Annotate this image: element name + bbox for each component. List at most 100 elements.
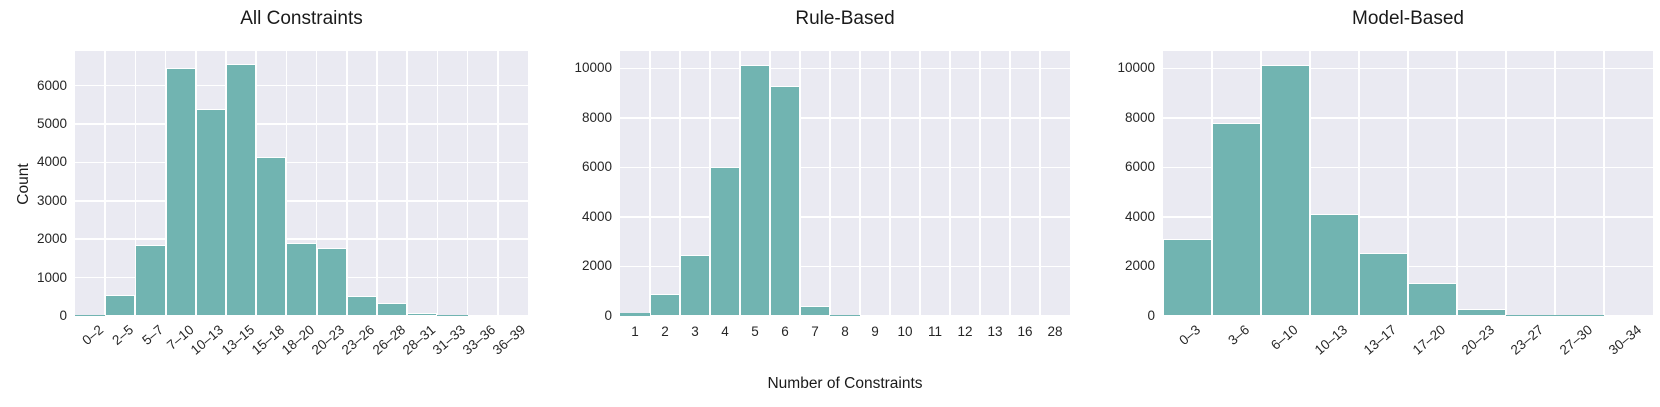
gridline-vertical	[406, 51, 408, 316]
gridline-vertical	[1211, 51, 1213, 316]
plot-area-model-based	[1163, 51, 1653, 316]
histogram-bar	[680, 255, 710, 316]
gridline-horizontal	[75, 84, 528, 87]
x-tick-label: 6–10	[1268, 322, 1302, 353]
histogram-bar	[105, 295, 136, 316]
gridline-vertical	[1456, 51, 1458, 316]
x-tick-label: 18–20	[278, 322, 318, 358]
y-tick-label: 0	[59, 308, 67, 323]
gridline-horizontal	[620, 265, 1070, 268]
x-tick-label: 2–5	[109, 322, 136, 348]
gridline-vertical	[1603, 51, 1605, 316]
x-tick-label: 10	[897, 324, 913, 339]
y-tick-label: 5000	[36, 115, 67, 131]
gridline-vertical	[376, 51, 378, 316]
gridline-horizontal	[75, 123, 528, 125]
y-tick-label: 4000	[1124, 208, 1155, 224]
gridline-horizontal	[75, 238, 528, 240]
gridline-vertical	[679, 51, 681, 316]
gridline-horizontal	[620, 216, 1070, 218]
y-tick-label: 4000	[36, 154, 67, 170]
y-tick-label: 1000	[36, 269, 67, 285]
histogram-bar	[1212, 122, 1261, 316]
gridline-vertical	[919, 51, 921, 316]
histogram-bar	[740, 64, 770, 316]
chart-title-rule-based: Rule-Based	[795, 8, 895, 29]
gridline-vertical	[134, 51, 137, 316]
histogram-bar	[256, 157, 287, 316]
x-tick-label: 20–23	[308, 322, 348, 358]
x-tick-label: 28–31	[399, 322, 438, 358]
y-tick-label: 10000	[574, 60, 612, 76]
histogram-bar	[800, 306, 830, 316]
x-tick-label: 15–18	[248, 322, 287, 358]
gridline-horizontal	[75, 161, 528, 164]
gridline-vertical	[709, 51, 711, 316]
x-tick-label: 7	[811, 324, 819, 339]
y-tick-label: 6000	[36, 77, 67, 93]
y-tick-label: 0	[1147, 308, 1155, 323]
histogram-bar	[1163, 239, 1212, 316]
x-tick-label: 26–28	[369, 322, 408, 358]
histogram-bar	[1359, 252, 1408, 316]
y-tick-label: 8000	[1124, 109, 1155, 125]
chart-title-model-based: Model-Based	[1352, 8, 1464, 29]
gridline-vertical	[649, 51, 651, 316]
gridline-vertical	[285, 51, 288, 316]
x-axis-label-number-of-constraints: Number of Constraints	[767, 375, 923, 392]
x-tick-label: 13	[987, 324, 1003, 339]
gridline-vertical	[1505, 51, 1507, 316]
histogram-bar	[1506, 314, 1555, 316]
x-tick-label: 28	[1047, 324, 1063, 339]
x-tick-label: 13–15	[218, 322, 257, 358]
x-tick-label: 30–34	[1605, 322, 1645, 358]
x-tick-label: 9	[871, 324, 879, 339]
gridline-vertical	[315, 51, 318, 316]
gridline-vertical	[1407, 51, 1409, 316]
x-tick-label: 23–27	[1507, 322, 1547, 358]
gridline-horizontal	[620, 117, 1070, 119]
histogram-bar	[377, 302, 408, 316]
gridline-vertical	[436, 51, 439, 316]
gridline-vertical	[979, 51, 981, 316]
gridline-vertical	[1554, 51, 1556, 316]
histogram-bar	[135, 244, 166, 316]
histogram-bar	[650, 294, 680, 316]
x-tick-label: 2	[661, 324, 669, 339]
gridline-vertical	[225, 51, 227, 316]
histogram-bar	[316, 247, 347, 316]
gridline-horizontal	[75, 199, 528, 202]
x-tick-label: 10–13	[188, 322, 227, 358]
gridline-vertical	[829, 51, 831, 316]
histogram-bar	[770, 85, 800, 316]
x-tick-label: 0–2	[78, 322, 106, 348]
histogram-bar	[830, 315, 860, 316]
histogram-bar	[1310, 214, 1359, 316]
plot-area-all-constraints	[75, 51, 528, 316]
histogram-bar	[1457, 309, 1506, 316]
plot-area-rule-based	[620, 51, 1070, 316]
histogram-bar	[165, 68, 196, 316]
x-tick-label: 11	[927, 324, 942, 339]
gridline-vertical	[949, 51, 951, 316]
x-tick-label: 12	[957, 324, 973, 339]
y-tick-label: 0	[604, 308, 612, 323]
x-tick-label: 16	[1017, 324, 1033, 339]
x-tick-label: 33–36	[459, 322, 499, 358]
y-axis-label-count: Count	[15, 162, 32, 205]
histogram-bar	[1261, 64, 1310, 316]
y-tick-label: 4000	[581, 208, 612, 224]
y-tick-label: 2000	[36, 231, 67, 247]
gridline-horizontal	[620, 166, 1070, 169]
gridline-horizontal	[620, 67, 1070, 70]
y-tick-label: 6000	[581, 159, 612, 175]
gridline-vertical	[889, 51, 891, 316]
histogram-bar	[620, 313, 650, 316]
x-tick-label: 23–26	[339, 322, 378, 358]
y-tick-label: 3000	[36, 192, 67, 208]
gridline-vertical	[1358, 51, 1360, 316]
gridline-vertical	[104, 51, 106, 316]
gridline-vertical	[497, 51, 499, 316]
x-tick-label: 6	[781, 324, 789, 339]
histogram-bar	[1408, 282, 1457, 316]
